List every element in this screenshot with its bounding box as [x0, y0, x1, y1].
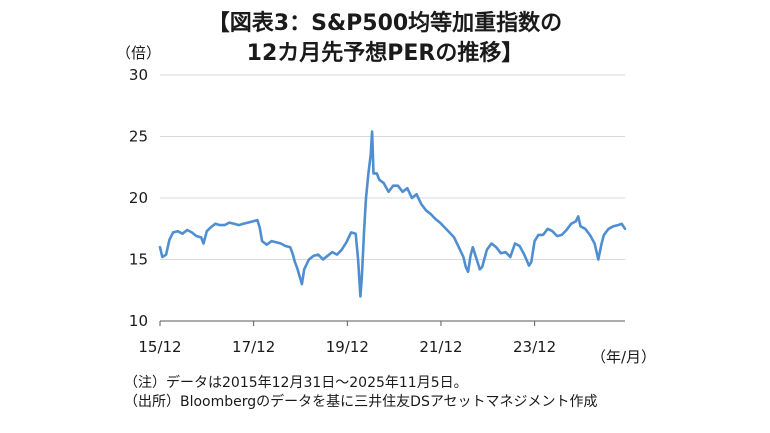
x-tick-label: 19/12: [326, 338, 369, 356]
x-tick-label: 23/12: [513, 338, 556, 356]
note-data-period: （注）データは2015年12月31日～2025年11月5日。: [124, 375, 468, 391]
y-tick-labels: 10 15 20 25 30: [129, 66, 148, 330]
y-tick-label: 30: [129, 66, 148, 84]
y-tick-label: 25: [129, 128, 148, 146]
x-tick-labels: 15/12 17/12 19/12 21/12 23/12: [138, 338, 556, 356]
chart-title-line2: 12カ月先予想PERの推移】: [246, 41, 524, 66]
y-tick-label: 15: [129, 251, 148, 269]
gridlines: [160, 74, 625, 260]
y-axis-unit-label: （倍）: [116, 44, 162, 62]
note-source: （出所）Bloombergのデータを基に三井住友DSアセットマネジメント作成: [124, 394, 598, 410]
series-group: [158, 130, 627, 298]
y-tick-label: 20: [129, 189, 148, 207]
chart-title-line1: 【図表3：S&P500均等加重指数の: [207, 11, 563, 36]
x-tick-label: 15/12: [138, 338, 181, 356]
y-tick-label: 10: [129, 312, 148, 330]
x-tick-label: 17/12: [232, 338, 275, 356]
axes: [159, 320, 625, 326]
series-line-per: [158, 130, 627, 298]
x-tick-label: 21/12: [419, 338, 462, 356]
x-axis-unit-label: （年/月）: [591, 348, 657, 366]
